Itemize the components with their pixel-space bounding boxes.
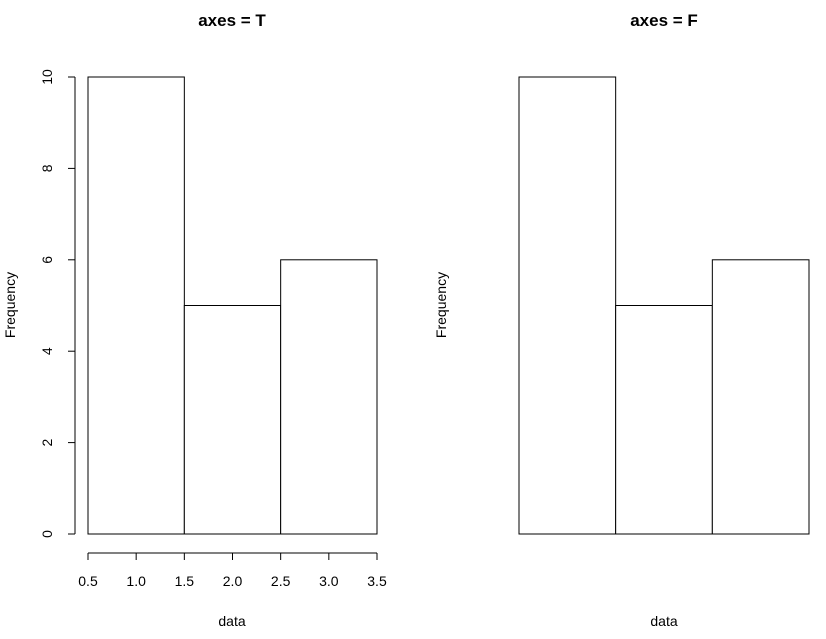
- x-tick-label: 1.0: [126, 573, 146, 589]
- chart-title: axes = T: [198, 11, 266, 30]
- x-tick-label: 2.5: [271, 573, 291, 589]
- y-axis: 0 2 4 6 8 10: [39, 69, 76, 538]
- x-tick-label: 3.0: [319, 573, 339, 589]
- x-axis-label: data: [218, 613, 245, 629]
- y-tick-label: 2: [39, 438, 55, 446]
- x-axis-label: data: [650, 613, 677, 629]
- histogram-bar: [711, 259, 810, 535]
- x-tick-label: 3.5: [367, 573, 387, 589]
- histogram-panel-axes-false: axes = F data Frequency: [433, 11, 810, 629]
- chart-title: axes = F: [630, 11, 698, 30]
- bars: [87, 76, 378, 535]
- x-axis: 0.5 1.0 1.5 2.0 2.5 3.0 3.5: [78, 552, 387, 589]
- y-tick-label: 10: [39, 69, 55, 85]
- x-tick-label: 0.5: [78, 573, 98, 589]
- y-axis-label: Frequency: [433, 272, 449, 338]
- y-tick-label: 4: [39, 347, 55, 355]
- histogram-bar: [87, 76, 185, 535]
- x-tick-label: 1.5: [175, 573, 195, 589]
- y-tick-label: 6: [39, 256, 55, 264]
- histogram-bar: [183, 305, 282, 535]
- histogram-bar: [615, 305, 713, 535]
- x-tick-label: 2.0: [223, 573, 243, 589]
- bars: [518, 76, 810, 535]
- histogram-bar: [518, 76, 617, 535]
- histogram-panel-axes-true: axes = T data Frequency 0.5 1.0 1.5 2.0 2.5 3…: [2, 11, 387, 629]
- y-axis-label: Frequency: [2, 272, 18, 338]
- histogram-bar: [280, 259, 378, 535]
- y-tick-label: 0: [39, 530, 55, 538]
- y-tick-label: 8: [39, 164, 55, 172]
